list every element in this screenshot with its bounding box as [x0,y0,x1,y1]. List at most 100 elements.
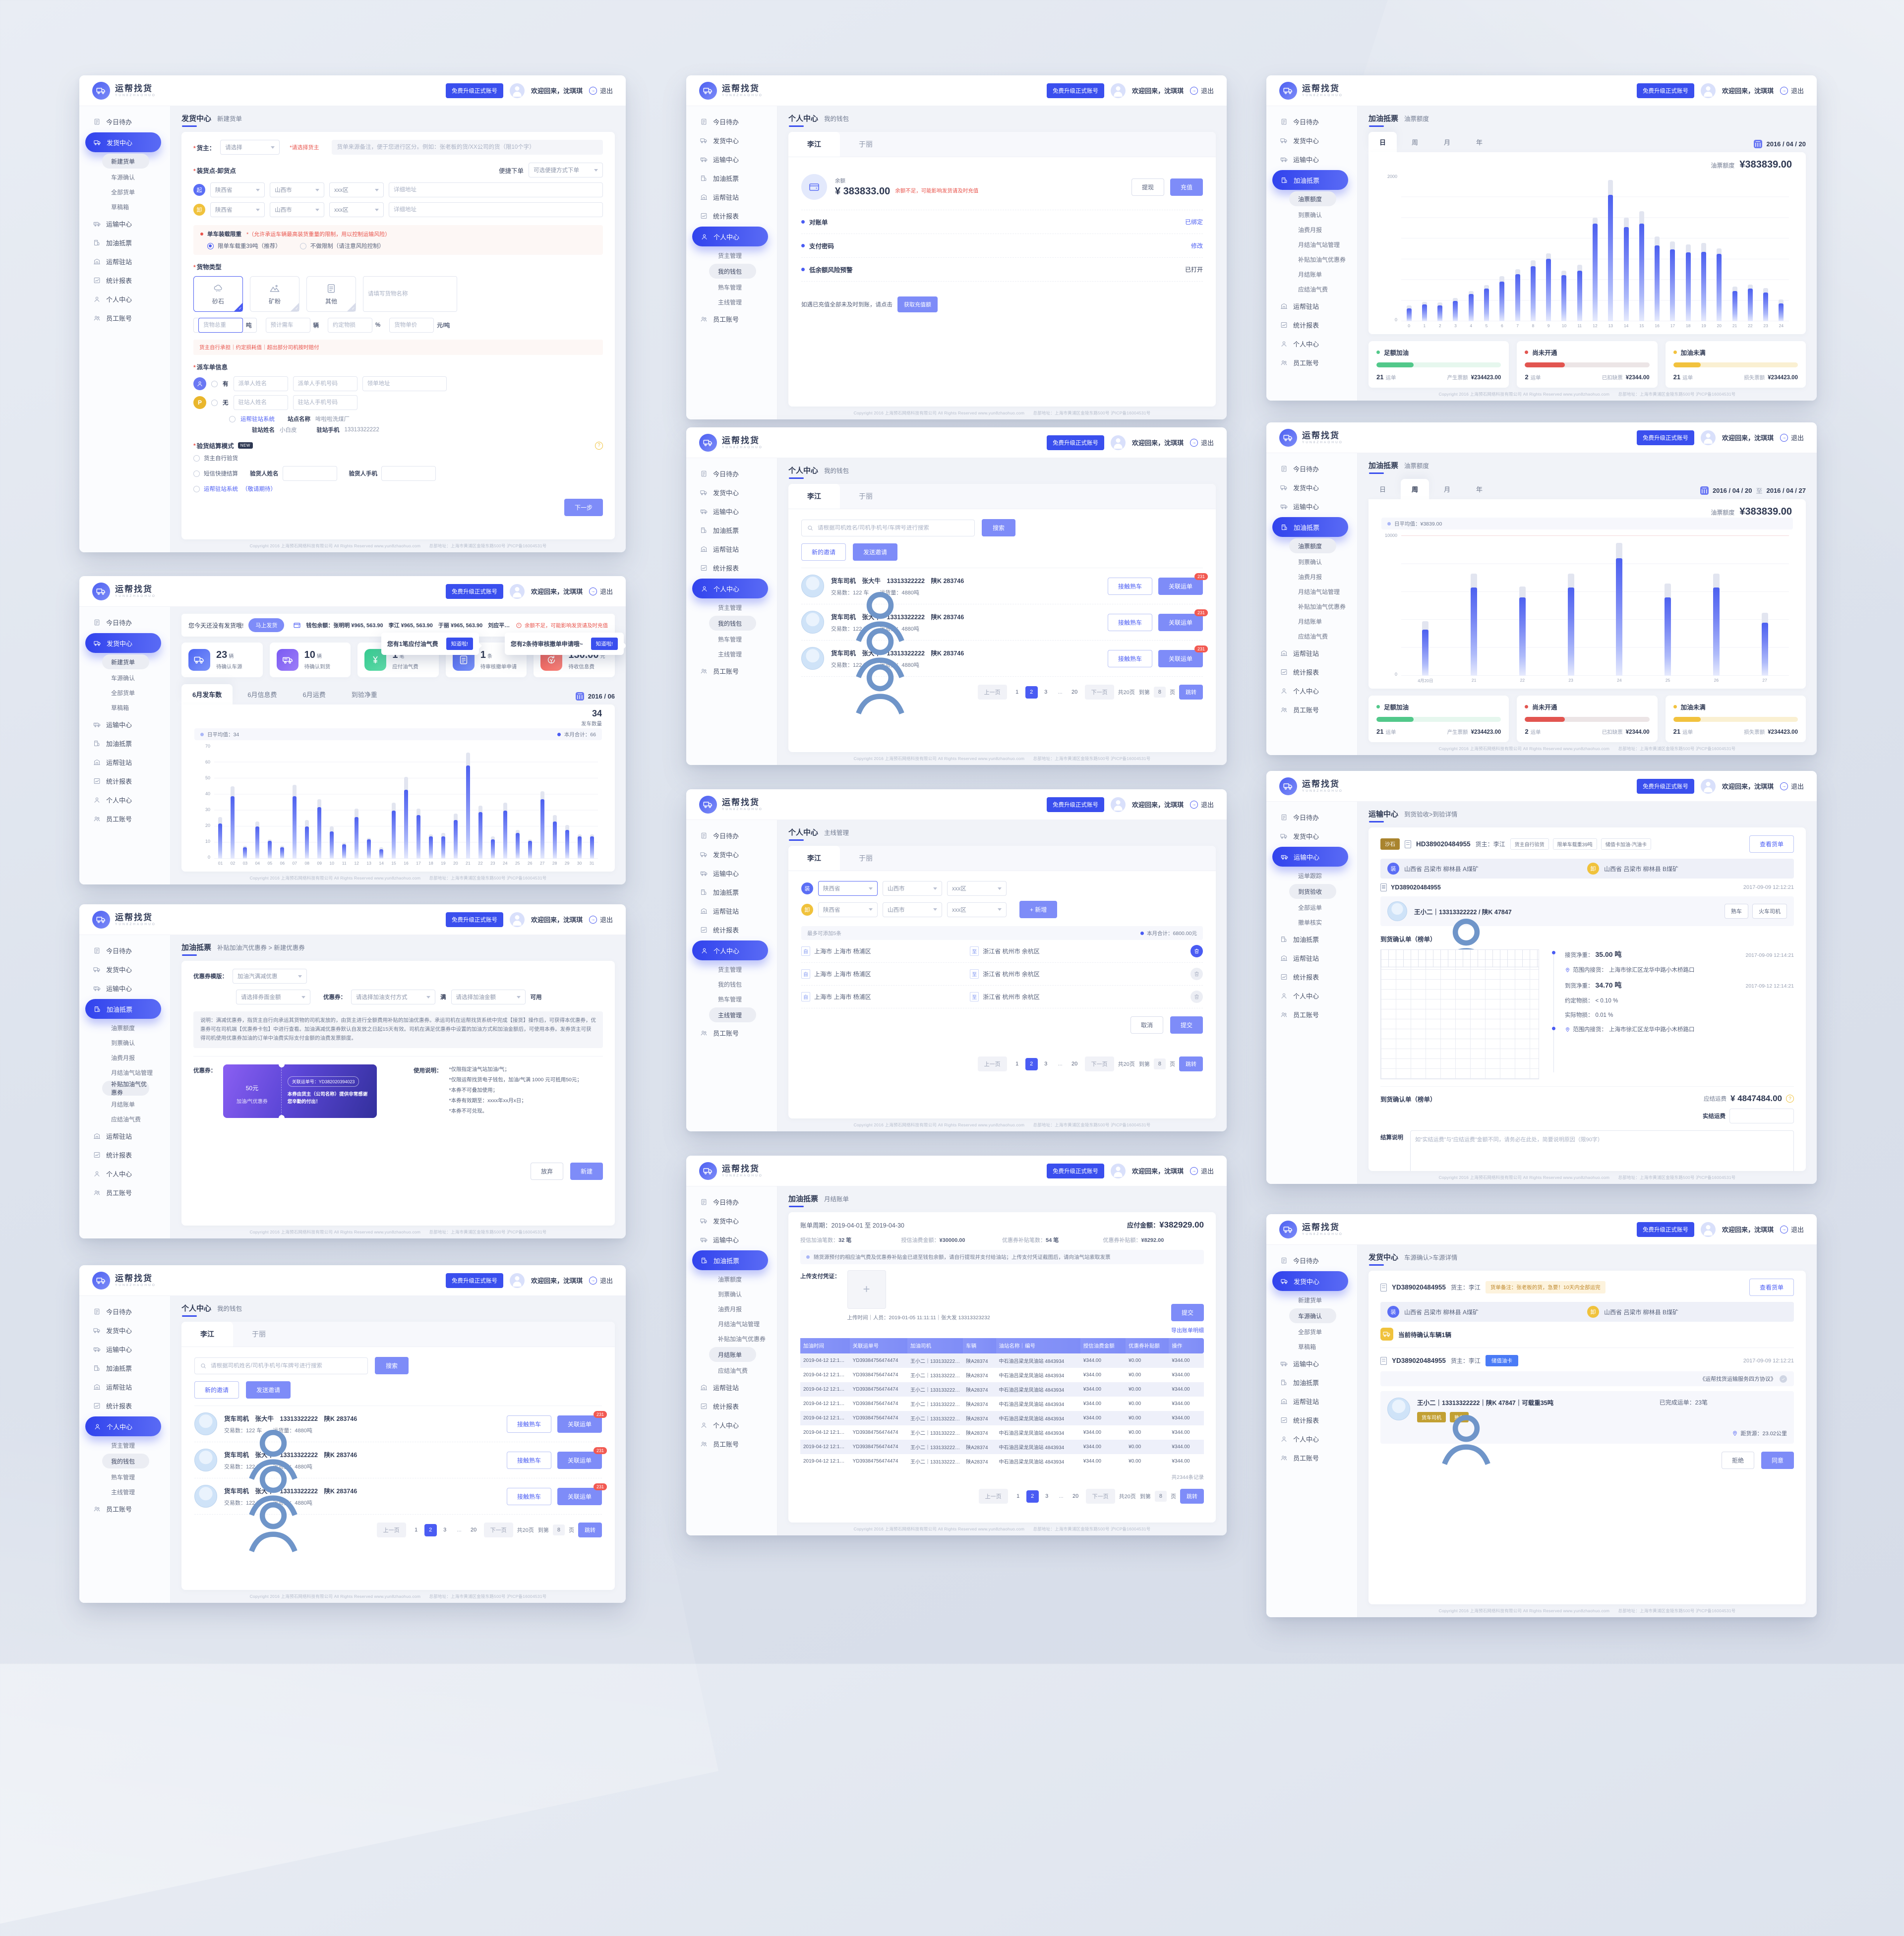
sidebar-item[interactable]: 发货中心 [1266,131,1357,150]
logout-button[interactable]: → 退出 [1780,86,1804,95]
sidebar-item[interactable]: 新建货单 [102,654,149,669]
familiar-truck-button[interactable]: 接触熟车 [506,1451,551,1469]
send-invite-button[interactable]: 发送邀请 [853,543,898,561]
linked-waybill-button[interactable]: 关联运单 [1158,613,1203,631]
actual-fee-input[interactable] [1729,1109,1794,1123]
sidebar-item[interactable]: 今日待办 [686,464,777,483]
date-picker[interactable]: 2016 / 04 / 20 [1754,140,1806,152]
period-tab[interactable]: 年 [1476,486,1483,493]
sidebar-item[interactable]: 运帮驻站 [79,252,170,271]
sidebar-item[interactable]: 个人中心 [79,790,170,809]
sidebar-item[interactable]: 运帮驻站 [686,187,777,206]
sidebar-item[interactable]: 运输中心 [686,1230,777,1249]
agreement-link[interactable]: 《运帮找货运输服务四方协议》 [1700,1376,1776,1382]
view-order-button[interactable]: 查看货单 [1749,835,1794,853]
sidebar-item[interactable]: 货主管理 [686,600,777,615]
sidebar-item[interactable]: 到票确认 [1266,554,1357,569]
sidebar-item[interactable]: 补贴加油气优惠券 [686,1331,777,1346]
avatar[interactable] [509,912,525,927]
load-province-select[interactable]: 陕西省 [818,881,878,896]
sidebar-item[interactable]: 加油抵票 [686,882,777,901]
logout-button[interactable]: → 退出 [589,86,613,95]
linked-waybill-button[interactable]: 关联运单 [557,1451,602,1469]
origin-address-input[interactable] [389,182,603,197]
jump-page-input[interactable]: 8 [552,1525,565,1535]
avatar[interactable] [1700,778,1716,794]
sidebar-item[interactable]: 草稿箱 [79,700,170,715]
logout-button[interactable]: → 退出 [589,915,613,924]
sidebar-item[interactable]: 今日待办 [79,613,170,632]
table-row[interactable]: 2019-04-12 12:12:12 YD39384756474474 王小二｜1… [803,1372,1190,1379]
next-step-button[interactable]: 下一步 [564,499,603,516]
sidebar-item[interactable]: 运帮驻站 [79,1377,170,1396]
sidebar-item[interactable]: 发货中心 [85,132,161,152]
person-tab[interactable]: 于丽 [252,1330,266,1338]
sidebar-item[interactable]: 新建货单 [102,154,149,169]
logout-button[interactable]: → 退出 [1780,433,1804,442]
origin-city-select[interactable]: 山西市 [270,182,324,197]
sidebar-item[interactable]: 月结油气站管理 [1266,237,1357,252]
sidebar-item[interactable]: 发货中心 [79,1321,170,1340]
prev-page-button[interactable]: 上一页 [376,1523,406,1537]
sidebar-item[interactable]: 统计报表 [686,920,777,939]
sidebar-item[interactable]: 发货中心 [686,131,777,150]
sidebar-item[interactable]: 油费月报 [686,1301,777,1316]
sidebar-item[interactable]: 员工账号 [686,309,777,328]
sidebar-item[interactable]: 到货验收 [1289,884,1336,899]
sidebar-item[interactable]: 员工账号 [79,1499,170,1518]
sidebar-item[interactable]: 个人中心 [692,579,768,598]
sidebar-item[interactable]: 加油抵票 [79,1358,170,1377]
table-row[interactable]: 2019-04-12 12:12:12 YD39384756474474 王小二｜1… [800,1440,1204,1454]
upgrade-account-button[interactable]: 免费升级正式账号 [1046,435,1104,450]
page-number[interactable]: 20 [1070,1490,1082,1503]
avatar[interactable] [509,1273,525,1288]
agree-button[interactable]: 同意 [1761,1452,1794,1469]
chart-tab[interactable]: 6月运费 [302,691,326,699]
verifier-phone-input[interactable] [381,466,436,481]
prev-page-button[interactable]: 上一页 [978,1489,1008,1504]
date-picker[interactable]: 2016 / 06 [575,692,615,704]
period-tab[interactable]: 年 [1476,139,1483,146]
logout-button[interactable]: → 退出 [1190,438,1214,447]
person-tab[interactable]: 于丽 [859,140,873,148]
sidebar-item[interactable]: 运帮驻站 [1266,1392,1357,1410]
person-tab[interactable]: 于丽 [859,492,873,500]
sidebar-item[interactable]: 加油抵票 [1272,517,1348,537]
avatar[interactable] [1110,797,1126,812]
toast-ok-button[interactable]: 知道啦! [446,638,473,650]
next-page-button[interactable]: 下一页 [483,1523,513,1537]
avatar[interactable] [1110,1163,1126,1178]
sidebar-item[interactable]: 运输中心 [1266,1354,1357,1373]
sidebar-item[interactable]: 个人中心 [686,1415,777,1434]
sidebar-item[interactable]: 加油抵票 [85,999,161,1019]
stat-card[interactable]: 10 辆待确认到货 [269,643,351,677]
logout-button[interactable]: → 退出 [1780,1225,1804,1234]
submit-voucher-button[interactable]: 提交 [1171,1304,1204,1321]
sms-settle-radio[interactable] [193,470,200,477]
fetch-recharge-button[interactable]: 获取充值额 [897,296,938,312]
jump-page-input[interactable]: 8 [1154,1491,1167,1502]
sidebar-item[interactable]: 草稿箱 [79,199,170,214]
sidebar-item[interactable]: 统计报表 [686,558,777,577]
sidebar-item[interactable]: 主线管理 [686,646,777,661]
cargo-type-card[interactable]: 其他 [306,276,356,312]
cargo-number-input[interactable] [328,318,372,333]
upgrade-account-button[interactable]: 免费升级正式账号 [1046,1163,1104,1178]
sidebar-item[interactable]: 全部货单 [79,685,170,700]
familiar-truck-button[interactable]: 接触熟车 [506,1487,551,1505]
page-number[interactable]: 1 [1011,686,1023,699]
sidebar-item[interactable]: 统计报表 [79,1396,170,1415]
coupon-template-select[interactable]: 加油汽满减优惠 [233,969,307,984]
sidebar-item[interactable]: 今日待办 [79,112,170,131]
cargo-number-input[interactable] [265,318,310,333]
sidebar-item[interactable]: 油票额度 [1289,538,1336,553]
sidebar-item[interactable]: 运帮驻站 [686,901,777,920]
station-name-input[interactable] [233,395,288,410]
sidebar-item[interactable]: 运帮驻站 [79,753,170,771]
upgrade-account-button[interactable]: 免费升级正式账号 [1636,430,1694,445]
unload-city-select[interactable]: 山西市 [883,902,942,917]
discard-button[interactable]: 放弃 [530,1162,563,1180]
sidebar-item[interactable]: 主线管理 [79,1484,170,1499]
sidebar-item[interactable]: 加油抵票 [686,521,777,539]
sidebar-item[interactable]: 运帮驻站 [79,1126,170,1145]
